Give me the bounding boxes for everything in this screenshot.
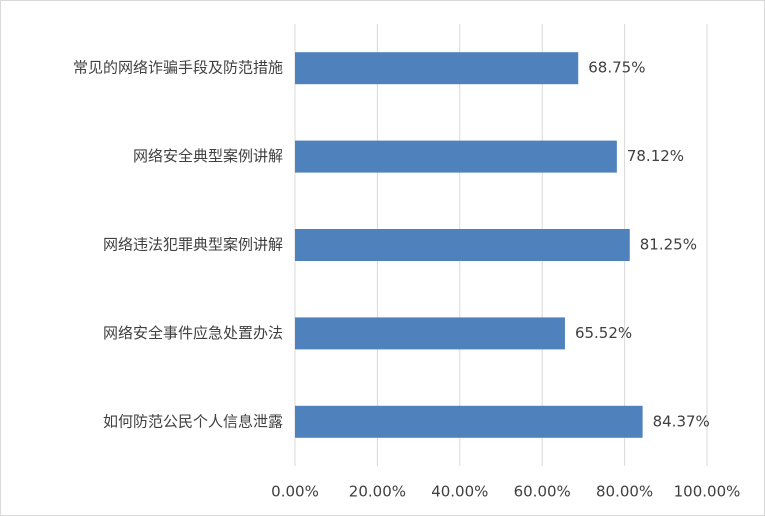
y-tick-label: 如何防范公民个人信息泄露 xyxy=(103,412,283,430)
x-tick-label: 40.00% xyxy=(431,483,488,501)
data-label: 78.12% xyxy=(627,147,684,165)
x-tick-label: 60.00% xyxy=(514,483,571,501)
bar xyxy=(295,140,617,173)
data-label: 84.37% xyxy=(653,412,710,430)
x-tick-label: 80.00% xyxy=(596,483,653,501)
bar xyxy=(295,317,565,350)
data-label: 65.52% xyxy=(575,324,632,342)
bar xyxy=(295,405,643,438)
bar xyxy=(295,229,630,261)
y-tick-label: 网络安全事件应急处置办法 xyxy=(103,324,283,342)
data-label: 68.75% xyxy=(588,59,645,77)
y-tick-label: 常见的网络诈骗手段及防范措施 xyxy=(73,59,283,77)
x-tick-label: 100.00% xyxy=(674,483,741,501)
x-tick-label: 20.00% xyxy=(349,483,406,501)
y-tick-label: 网络安全典型案例讲解 xyxy=(133,147,283,165)
x-tick-label: 0.00% xyxy=(271,483,319,501)
y-tick-label: 网络违法犯罪典型案例讲解 xyxy=(103,236,283,254)
bar xyxy=(295,52,579,85)
data-label: 81.25% xyxy=(640,236,697,254)
